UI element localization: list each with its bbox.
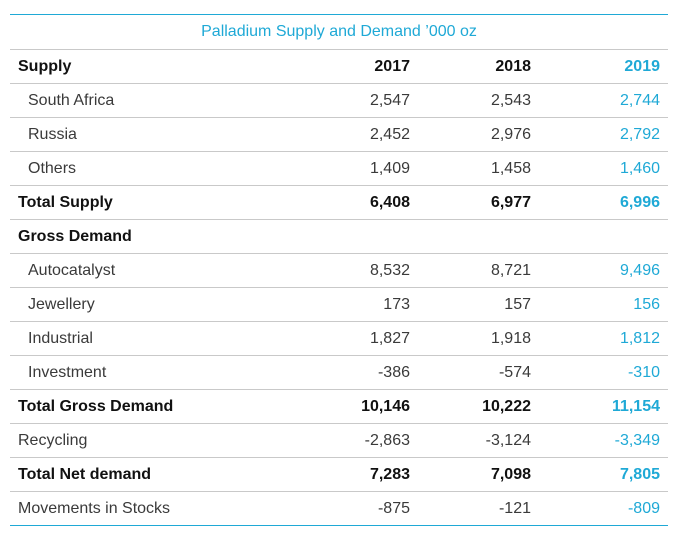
total-row: Total Gross Demand 10,146 10,222 11,154 (10, 389, 668, 424)
cell-2018: 10,222 (418, 389, 539, 424)
cell-2019: 2,792 (539, 117, 668, 152)
row-label: Gross Demand (10, 219, 298, 254)
cell-2019: 2,744 (539, 83, 668, 118)
row-label: Investment (10, 355, 298, 390)
cell-2018: 157 (418, 287, 539, 322)
total-row: Total Net demand 7,283 7,098 7,805 (10, 457, 668, 492)
cell-2019: 1,812 (539, 321, 668, 356)
cell-2019: 156 (539, 287, 668, 322)
row-label: Total Gross Demand (10, 389, 298, 424)
cell-2017: -875 (298, 491, 418, 526)
header-2019: 2019 (539, 49, 668, 84)
cell-2017: 2,452 (298, 117, 418, 152)
cell-2018: 8,721 (418, 253, 539, 288)
row-label: Autocatalyst (10, 253, 298, 288)
cell-2018: 1,458 (418, 151, 539, 186)
row-label: Industrial (10, 321, 298, 356)
palladium-table-panel: Palladium Supply and Demand ’000 oz Supp… (10, 14, 668, 526)
cell-2019: -310 (539, 355, 668, 390)
row-label: Jewellery (10, 287, 298, 322)
row-label: Others (10, 151, 298, 186)
row-label: Total Net demand (10, 457, 298, 492)
cell-2019 (539, 219, 668, 254)
cell-2019: 11,154 (539, 389, 668, 424)
cell-2018: 7,098 (418, 457, 539, 492)
cell-2019: -809 (539, 491, 668, 526)
cell-2018 (418, 219, 539, 254)
cell-2017: 10,146 (298, 389, 418, 424)
table-row: Russia 2,452 2,976 2,792 (10, 117, 668, 152)
table-row: Recycling -2,863 -3,124 -3,349 (10, 423, 668, 458)
cell-2019: 6,996 (539, 185, 668, 220)
section-row: Gross Demand (10, 219, 668, 254)
table-row: Autocatalyst 8,532 8,721 9,496 (10, 253, 668, 288)
header-label: Supply (10, 49, 298, 84)
cell-2017: -386 (298, 355, 418, 390)
cell-2019: 7,805 (539, 457, 668, 492)
row-label: South Africa (10, 83, 298, 118)
cell-2019: -3,349 (539, 423, 668, 458)
cell-2018: 6,977 (418, 185, 539, 220)
row-label: Russia (10, 117, 298, 152)
cell-2017: 2,547 (298, 83, 418, 118)
table-title: Palladium Supply and Demand ’000 oz (201, 23, 477, 40)
cell-2017: 173 (298, 287, 418, 322)
cell-2018: -3,124 (418, 423, 539, 458)
cell-2017: -2,863 (298, 423, 418, 458)
cell-2018: 2,543 (418, 83, 539, 118)
cell-2017: 8,532 (298, 253, 418, 288)
row-label: Recycling (10, 423, 298, 458)
header-2017: 2017 (298, 49, 418, 84)
cell-2017 (298, 219, 418, 254)
cell-2017: 7,283 (298, 457, 418, 492)
cell-2019: 1,460 (539, 151, 668, 186)
table-row: Jewellery 173 157 156 (10, 287, 668, 322)
cell-2017: 1,409 (298, 151, 418, 186)
total-row: Total Supply 6,408 6,977 6,996 (10, 185, 668, 220)
cell-2018: 1,918 (418, 321, 539, 356)
cell-2018: -574 (418, 355, 539, 390)
row-label: Total Supply (10, 185, 298, 220)
cell-2018: 2,976 (418, 117, 539, 152)
top-rule (10, 14, 668, 15)
header-2018: 2018 (418, 49, 539, 84)
cell-2017: 6,408 (298, 185, 418, 220)
table-row: Others 1,409 1,458 1,460 (10, 151, 668, 186)
row-label: Movements in Stocks (10, 491, 298, 526)
cell-2018: -121 (418, 491, 539, 526)
table-row: South Africa 2,547 2,543 2,744 (10, 83, 668, 118)
supply-demand-table: Supply 2017 2018 2019 South Africa 2,547… (10, 49, 668, 526)
table-row: Movements in Stocks -875 -121 -809 (10, 491, 668, 526)
table-row: Investment -386 -574 -310 (10, 355, 668, 390)
cell-2017: 1,827 (298, 321, 418, 356)
header-row: Supply 2017 2018 2019 (10, 49, 668, 84)
table-row: Industrial 1,827 1,918 1,812 (10, 321, 668, 356)
cell-2019: 9,496 (539, 253, 668, 288)
